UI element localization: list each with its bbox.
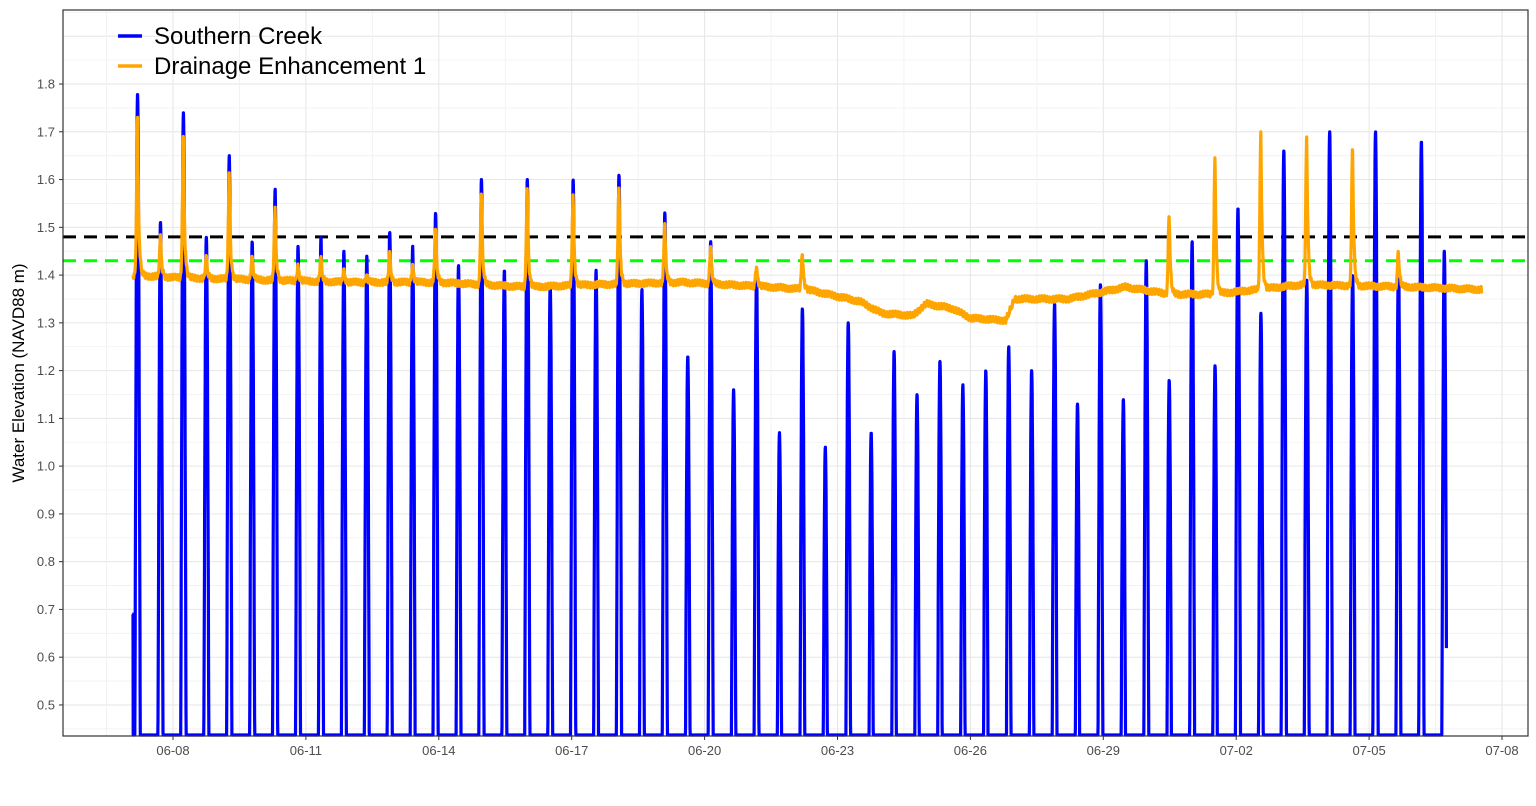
y-tick-label: 1.5	[37, 220, 55, 235]
x-tick-label: 06-23	[821, 743, 854, 758]
legend-southern-creek-label: Southern Creek	[154, 23, 323, 50]
y-tick-label: 1.7	[37, 124, 55, 139]
x-tick-label: 07-02	[1220, 743, 1253, 758]
drainage-enhancement-1-line	[131, 115, 1484, 325]
y-tick-label: 1.3	[37, 315, 55, 330]
x-tick-label: 06-11	[290, 743, 322, 758]
y-axis-title: Water Elevation (NAVD88 m)	[9, 263, 28, 482]
plot-border	[62, 9, 1529, 737]
y-tick-label: 1.0	[37, 459, 55, 474]
x-tick-label: 06-14	[422, 743, 455, 758]
y-tick-label: 1.4	[37, 268, 55, 283]
x-tick-label: 06-17	[555, 743, 588, 758]
y-tick-label: 0.8	[37, 554, 55, 569]
axes: 0.5 0.6 0.7 0.8 0.9 1.0 1.1 1.2 1.3 1.4 1.5 1.6 1.7 1…	[37, 77, 1519, 758]
x-tick-label: 06-26	[954, 743, 987, 758]
series-lines	[130, 92, 1484, 737]
y-tick-label: 1.2	[37, 363, 55, 378]
x-tick-label: 06-20	[688, 743, 721, 758]
legend-drainage-enhancement-1-label: Drainage Enhancement 1	[154, 53, 426, 80]
y-tick-label: 0.5	[37, 697, 55, 712]
y-tick-label: 0.7	[37, 602, 55, 617]
x-tick-label: 07-05	[1352, 743, 1385, 758]
y-tick-label: 1.8	[37, 77, 55, 92]
y-tick-label: 1.1	[37, 411, 55, 426]
y-tick-label: 1.6	[37, 172, 55, 187]
y-tick-label: 0.9	[37, 506, 55, 521]
legend: Southern Creek Drainage Enhancement 1	[118, 23, 426, 80]
southern-creek-line	[130, 92, 1449, 737]
y-tick-label: 0.6	[37, 650, 55, 665]
x-tick-label: 07-08	[1485, 743, 1518, 758]
x-tick-label: 06-08	[156, 743, 189, 758]
x-tick-label: 06-29	[1087, 743, 1120, 758]
